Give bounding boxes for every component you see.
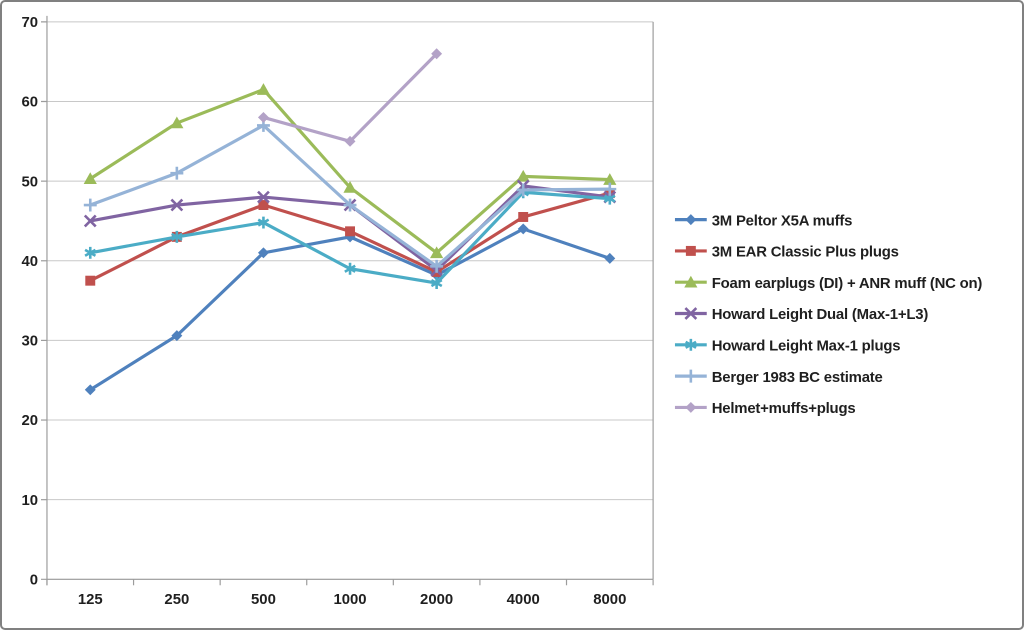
data-point-series2-2000 <box>430 246 444 259</box>
y-axis-label: 20 <box>21 413 38 429</box>
data-point-series0-250 <box>171 330 183 342</box>
y-axis-label: 30 <box>21 334 38 350</box>
data-point-series5-8000 <box>603 182 617 196</box>
legend-label: Foam earplugs (DI) + ANR muff (NC on) <box>712 276 983 292</box>
x-marker-icon <box>684 307 698 320</box>
data-point-series4-250 <box>171 230 183 243</box>
triangle-marker-icon <box>684 275 698 288</box>
x-axis-label: 500 <box>251 592 276 608</box>
legend-label: 3M EAR Classic Plus plugs <box>712 245 899 261</box>
data-point-series0-8000 <box>604 252 616 264</box>
x-axis-label: 1000 <box>333 592 366 608</box>
asterisk-marker-icon <box>685 338 697 351</box>
data-point-series1-125 <box>85 275 96 286</box>
data-point-series5-1000 <box>343 198 357 212</box>
legend-label: Howard Leight Max-1 plugs <box>712 338 901 354</box>
data-point-series2-4000 <box>516 169 530 182</box>
data-point-series1-1000 <box>345 226 356 237</box>
plus-marker-icon <box>684 369 698 383</box>
data-point-series6-500 <box>257 111 269 123</box>
data-point-series4-2000 <box>430 277 443 290</box>
data-point-series1-4000 <box>518 212 529 222</box>
data-point-series3-500 <box>257 190 270 204</box>
series-line-6 <box>263 52 438 144</box>
data-point-series3-250 <box>170 198 184 212</box>
data-point-series5-250 <box>170 166 184 180</box>
y-axis-label: 40 <box>21 254 38 270</box>
data-point-series1-500 <box>258 200 269 210</box>
data-point-series6-1000 <box>344 135 356 147</box>
y-axis-label: 60 <box>21 95 38 111</box>
y-axis-label: 70 <box>21 15 38 31</box>
diamond-marker-icon <box>685 401 697 413</box>
data-point-series5-4000 <box>516 183 530 197</box>
data-point-series2-250 <box>170 116 184 129</box>
data-point-series4-125 <box>84 246 97 259</box>
data-point-series5-125 <box>83 198 97 212</box>
data-point-series4-1000 <box>344 262 356 275</box>
data-point-series6-2000 <box>431 48 443 60</box>
diamond-marker-icon <box>685 214 697 226</box>
series-line-0 <box>89 227 611 392</box>
square-marker-icon <box>685 245 696 256</box>
y-axis-label: 50 <box>21 174 38 190</box>
x-axis-label: 4000 <box>507 592 540 608</box>
x-axis-label: 125 <box>78 592 103 608</box>
legend-label: Howard Leight Dual (Max-1+L3) <box>712 307 929 323</box>
data-point-series2-1000 <box>343 181 357 193</box>
data-point-series0-4000 <box>517 223 529 235</box>
data-point-series5-2000 <box>430 259 444 273</box>
data-point-series0-125 <box>84 384 96 396</box>
x-axis-label: 2000 <box>420 592 453 608</box>
legend-label: Berger 1983 BC estimate <box>712 370 883 386</box>
data-point-series0-500 <box>257 247 269 259</box>
y-axis-label: 0 <box>30 573 38 589</box>
legend-label: Helmet+muffs+plugs <box>712 401 856 417</box>
data-point-series2-125 <box>83 172 97 185</box>
data-point-series3-125 <box>83 214 97 228</box>
y-axis-label: 10 <box>21 493 38 509</box>
x-axis-label: 250 <box>164 592 189 608</box>
data-point-series2-500 <box>256 83 271 95</box>
data-point-series4-500 <box>257 216 270 229</box>
x-axis-label: 8000 <box>593 592 626 608</box>
legend-label: 3M Peltor X5A muffs <box>712 213 852 229</box>
data-point-series2-8000 <box>603 173 617 185</box>
